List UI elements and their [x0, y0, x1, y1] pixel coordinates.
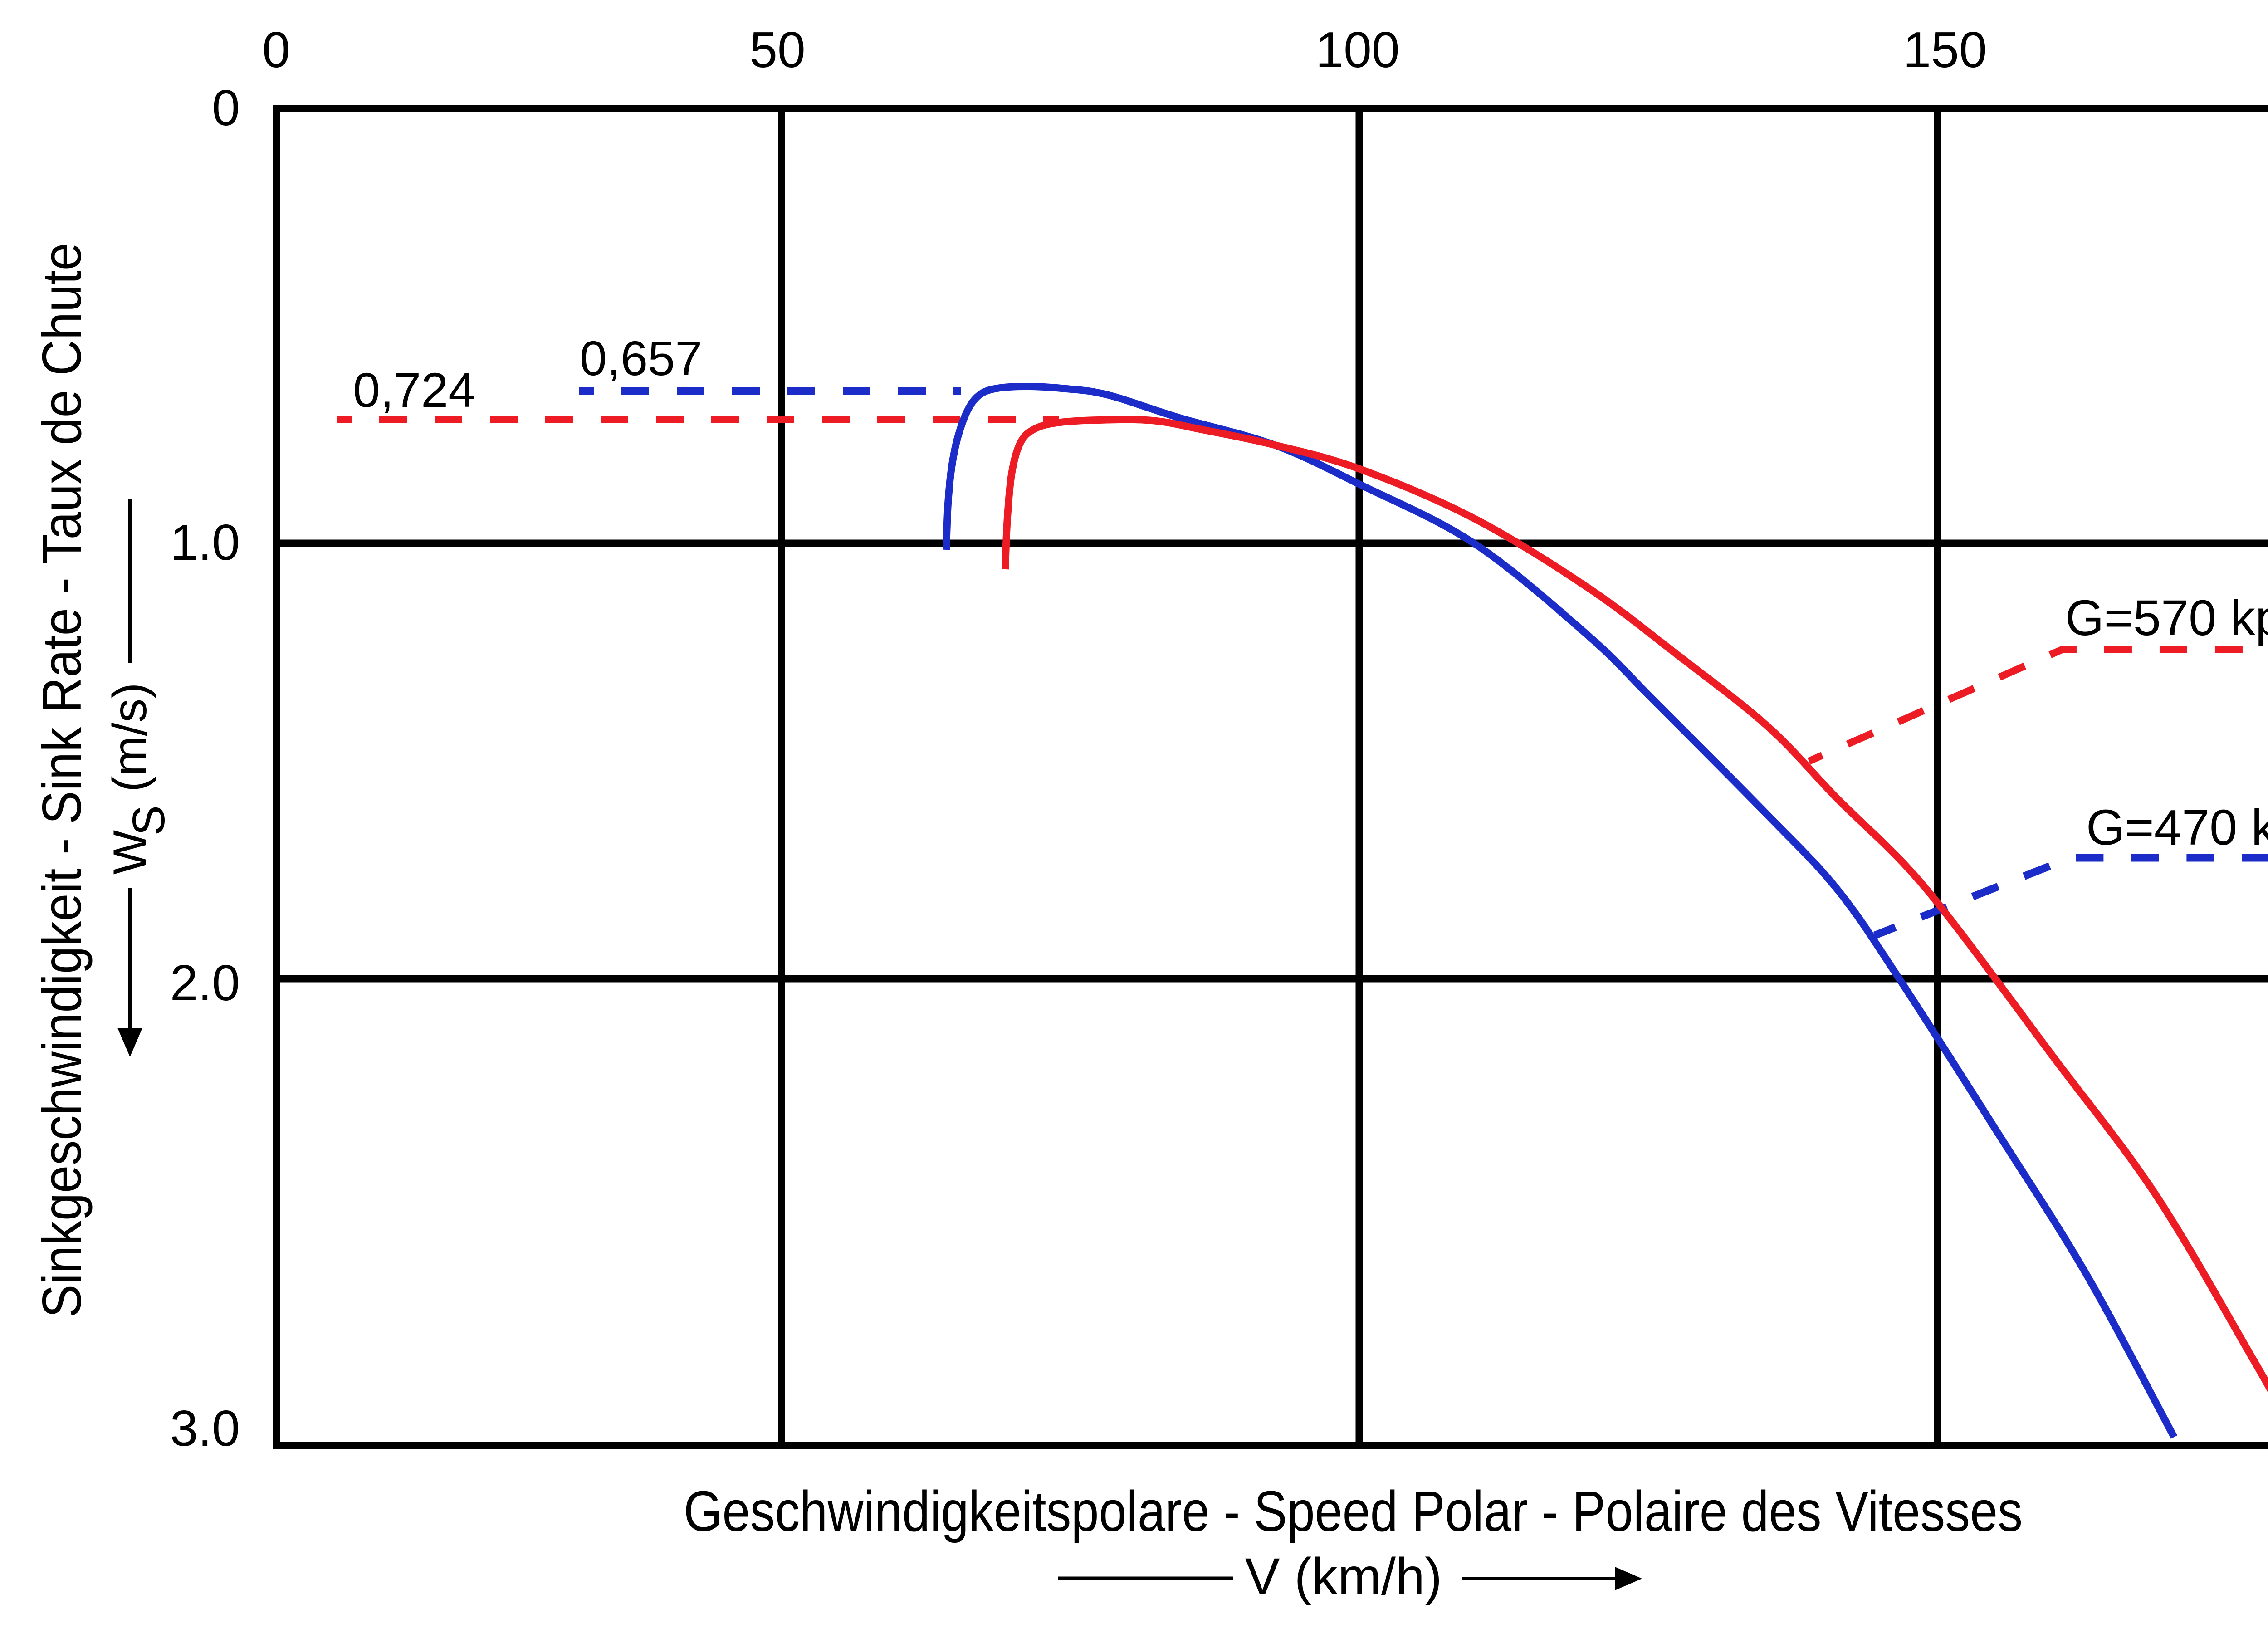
svg-text:G=570 kp: G=570 kp — [2065, 590, 2268, 646]
svg-text:W: W — [104, 830, 156, 875]
svg-text:0,724: 0,724 — [353, 362, 475, 417]
svg-text:S: S — [123, 805, 174, 836]
svg-text:V (km/h): V (km/h) — [1245, 1548, 1442, 1606]
svg-text:G=470 kp: G=470 kp — [2086, 800, 2268, 856]
svg-text:0: 0 — [212, 80, 240, 136]
svg-text:2.0: 2.0 — [170, 955, 240, 1011]
svg-text:Geschwindigkeitspolare - Speed: Geschwindigkeitspolare - Speed Polar - P… — [684, 1479, 2023, 1543]
svg-text:0: 0 — [262, 22, 290, 78]
svg-text:150: 150 — [1903, 22, 1987, 78]
svg-text:3.0: 3.0 — [170, 1400, 240, 1457]
svg-text:100: 100 — [1315, 22, 1399, 78]
svg-text:(m/s): (m/s) — [103, 683, 156, 792]
svg-text:1.0: 1.0 — [170, 514, 240, 571]
svg-text:Sinkgeschwindigkeit - Sink Rat: Sinkgeschwindigkeit - Sink Rate - Taux d… — [31, 243, 93, 1318]
svg-text:50: 50 — [749, 22, 805, 78]
svg-text:0,657: 0,657 — [580, 331, 702, 386]
